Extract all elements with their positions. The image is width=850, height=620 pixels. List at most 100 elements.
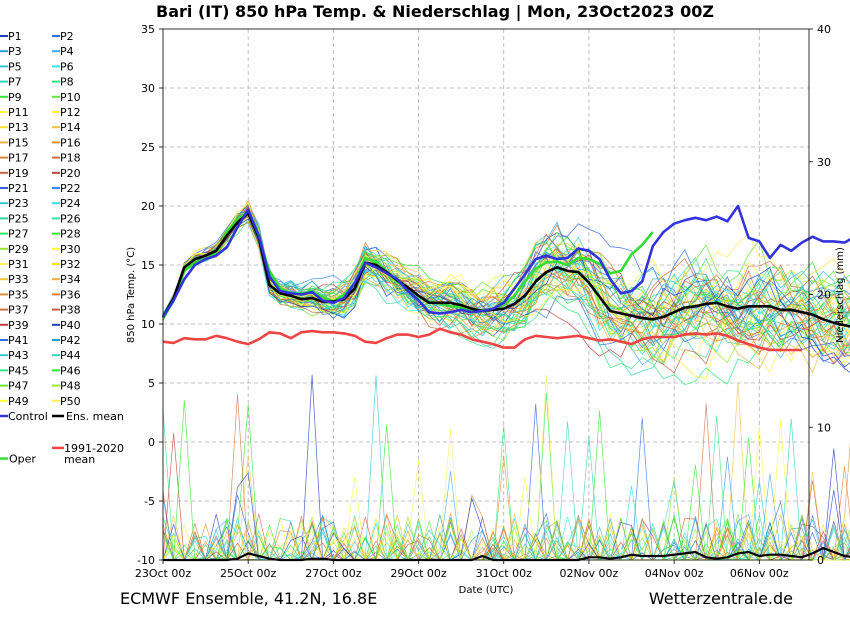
y-tick-label: 25: [141, 141, 155, 154]
legend-label: P36: [60, 288, 81, 301]
x-tick-label: 02Nov 00z: [560, 567, 619, 580]
legend-label: P40: [60, 319, 81, 332]
legend-label: P35: [8, 288, 29, 301]
legend-label: P2: [60, 30, 74, 43]
y-axis-label: 850 hPa Temp. (°C): [126, 247, 137, 343]
x-tick-label: 06Nov 00z: [730, 567, 789, 580]
member-precip-line: [162, 374, 850, 561]
y2-axis-label: Niederschlag (mm): [835, 247, 846, 343]
legend-label: P39: [8, 319, 29, 332]
member-precip-line: [162, 420, 850, 561]
y-tick-label: 15: [141, 259, 155, 272]
legend-label: P30: [60, 243, 81, 256]
member-line: [162, 221, 850, 357]
legend-label: P31: [8, 258, 29, 271]
member-precip-line: [163, 417, 850, 561]
ensemble-members: [162, 199, 850, 562]
x-tick-label: 23Oct 00z: [135, 567, 192, 580]
legend-label: P27: [8, 228, 29, 241]
legend-label: P9: [8, 91, 22, 104]
legend-label: P13: [8, 121, 29, 134]
legend-label: P21: [8, 182, 29, 195]
legend-label-ens-mean: Ens. mean: [66, 410, 124, 423]
legend-label: P47: [8, 380, 29, 393]
legend-label: P6: [60, 60, 74, 73]
legend-label: P23: [8, 197, 29, 210]
series-line-1991-2020-mean: [162, 327, 802, 352]
y-axis-ticks: 35 30 25 20 15 10 5 0 -5 -10: [137, 23, 163, 567]
y2-tick-label: 40: [817, 23, 831, 36]
member-line: [162, 211, 850, 364]
legend-label: P44: [60, 349, 81, 362]
legend-label: P18: [60, 152, 81, 165]
y2-tick-label: 10: [817, 421, 831, 434]
x-tick-label: 27Oct 00z: [305, 567, 362, 580]
legend-label: P45: [8, 364, 29, 377]
legend-label: P16: [60, 136, 81, 149]
x-tick-label: 29Oct 00z: [390, 567, 447, 580]
legend-label: P4: [60, 45, 74, 58]
legend-label: P26: [60, 212, 81, 225]
legend-label: P20: [60, 167, 81, 180]
legend-label: P43: [8, 349, 29, 362]
legend-label: P25: [8, 212, 29, 225]
legend-label-clim-mean-1: 1991-2020: [64, 442, 124, 455]
member-line: [162, 215, 850, 364]
x-tick-label: 25Oct 00z: [220, 567, 277, 580]
member-line: [162, 210, 850, 366]
legend-label: P38: [60, 304, 81, 317]
y-tick-label: 10: [141, 318, 155, 331]
y-tick-label: -5: [144, 495, 155, 508]
member-line: [162, 209, 850, 347]
chart-title: Bari (IT) 850 hPa Temp. & Niederschlag |…: [156, 2, 714, 22]
x-axis-label: Date (UTC): [459, 585, 514, 596]
legend-label: P12: [60, 106, 81, 119]
x-axis-ticks: 23Oct 00z 25Oct 00z 27Oct 00z 29Oct 00z 31Oc…: [135, 560, 789, 580]
legend-label: P10: [60, 91, 81, 104]
legend-label: P11: [8, 106, 29, 119]
y2-axis-ticks: 40 30 20 10 0: [809, 23, 831, 567]
legend-label: P8: [60, 76, 74, 89]
member-line: [162, 208, 850, 374]
legend-label: P7: [8, 76, 22, 89]
y2-tick-label: 30: [817, 156, 831, 169]
legend-label-control: Control: [8, 410, 48, 423]
member-line: [162, 218, 850, 347]
legend-label: P32: [60, 258, 81, 271]
legend-label: P41: [8, 334, 29, 347]
footer-right: Wetterzentrale.de: [649, 589, 793, 608]
legend: P1 P2 P3 P4 P5 P6 P7 P8 P9 P10 P11 P12 P13 P14 P15 P16 P…: [0, 30, 124, 466]
member-line: [162, 202, 850, 338]
legend-label: P1: [8, 30, 22, 43]
legend-label: P19: [8, 167, 29, 180]
legend-label: P34: [60, 273, 81, 286]
legend-label: P49: [8, 395, 29, 408]
legend-label: P48: [60, 380, 81, 393]
y-tick-label: 30: [141, 82, 155, 95]
y-tick-label: 0: [148, 436, 155, 449]
legend-label: P33: [8, 273, 29, 286]
legend-label: P22: [60, 182, 81, 195]
legend-label: P37: [8, 304, 29, 317]
member-precip-line: [163, 418, 850, 561]
y-tick-label: 5: [148, 377, 155, 390]
legend-label-oper: Oper: [9, 453, 36, 466]
series-line-control: [161, 204, 850, 318]
legend-label-clim-mean-2: mean: [64, 453, 95, 466]
main-series: [161, 204, 850, 352]
legend-label: P5: [8, 60, 22, 73]
x-tick-label: 04Nov 00z: [645, 567, 704, 580]
legend-label: P24: [60, 197, 81, 210]
y2-tick-label: 0: [817, 554, 824, 567]
y-tick-label: 35: [141, 23, 155, 36]
legend-label: P15: [8, 136, 29, 149]
legend-label: P42: [60, 334, 81, 347]
legend-label: P29: [8, 243, 29, 256]
legend-label: P46: [60, 364, 81, 377]
legend-label: P50: [60, 395, 81, 408]
series-line-ens-mean: [161, 211, 850, 328]
y-tick-label: 20: [141, 200, 155, 213]
legend-label: P28: [60, 228, 81, 241]
